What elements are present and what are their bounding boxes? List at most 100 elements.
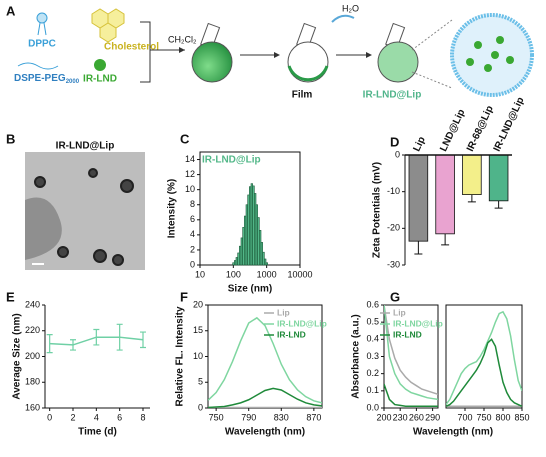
x-tick-label: 290 xyxy=(425,412,440,422)
y-tick-label: 0.6 xyxy=(366,299,379,309)
y-tick-label: 0 xyxy=(198,402,203,412)
label: 2000 xyxy=(66,79,80,85)
y-tick-label: 10 xyxy=(185,184,195,194)
error-bar xyxy=(70,339,76,351)
bar xyxy=(435,154,455,235)
bar xyxy=(462,154,482,195)
y-tick-label: 0.1 xyxy=(366,385,379,395)
x-tick-label: 0 xyxy=(47,412,52,422)
series-line xyxy=(208,387,322,408)
x-tick-label: 830 xyxy=(274,412,289,422)
label: Film xyxy=(292,90,313,101)
series-line xyxy=(384,305,438,395)
flask xyxy=(191,22,233,83)
panel-label: G xyxy=(390,289,400,304)
histogram-bar xyxy=(264,258,267,266)
panel-label: F xyxy=(180,289,188,304)
x-tick-label: 100 xyxy=(226,269,241,279)
x-tick-label: 4 xyxy=(94,412,99,422)
y-tick-label: 0.2 xyxy=(366,368,379,378)
label: IR-LND@Lip xyxy=(363,90,422,101)
y-tick-label: -10 xyxy=(387,186,400,196)
axis-frame xyxy=(44,305,150,409)
x-tick-label: 800 xyxy=(495,412,510,422)
x-axis-label: Time (d) xyxy=(78,427,117,438)
category-label: LND@Lip xyxy=(438,108,467,154)
y-tick-label: 220 xyxy=(25,325,40,335)
category-label: IR-68@Lip xyxy=(465,104,496,153)
y-tick-label: 10 xyxy=(193,351,203,361)
x-tick-label: 790 xyxy=(241,412,256,422)
error-bar xyxy=(140,331,146,349)
series-line xyxy=(446,310,522,406)
image-title: IR-LND@Lip xyxy=(56,141,115,152)
label: DSPE-PEG xyxy=(14,73,66,84)
lipid-tail xyxy=(37,22,47,36)
legend-label: Lip xyxy=(277,307,290,317)
legend-label: IR-LND xyxy=(277,329,306,339)
y-axis-label: Average Size (nm) xyxy=(12,313,23,399)
error-bar xyxy=(46,334,53,354)
y-tick-label: 6 xyxy=(190,214,195,224)
legend-label: Lip xyxy=(393,307,406,317)
y-axis-label: Intensity (%) xyxy=(167,179,178,238)
x-axis-label: Size (nm) xyxy=(228,284,272,295)
x-tick-label: 10000 xyxy=(287,269,312,279)
x-tick-label: 8 xyxy=(140,412,145,422)
x-tick-label: 700 xyxy=(457,412,472,422)
bar xyxy=(488,154,509,202)
y-tick-label: 14 xyxy=(185,154,195,164)
x-tick-label: 1000 xyxy=(257,269,277,279)
x-axis-label: Wavelength (nm) xyxy=(413,427,493,438)
x-tick-label: 750 xyxy=(476,412,491,422)
y-tick-label: 8 xyxy=(190,199,195,209)
y-tick-label: 15 xyxy=(193,325,203,335)
dye-icon xyxy=(94,59,106,71)
x-tick-label: 850 xyxy=(514,412,529,422)
liposome-dye xyxy=(466,36,514,72)
y-tick-label: 180 xyxy=(25,377,40,387)
y-axis-label: Absorbance (a.u.) xyxy=(351,314,362,398)
y-tick-label: 0.4 xyxy=(366,334,379,344)
series-line xyxy=(384,305,438,401)
y-tick-label: 4 xyxy=(190,229,195,239)
series-line xyxy=(446,338,522,407)
label: CH₂Cl₂ xyxy=(168,34,197,44)
water-arrow xyxy=(331,14,355,23)
error-bar xyxy=(441,233,450,246)
flask xyxy=(377,22,419,83)
x-tick-label: 230 xyxy=(393,412,408,422)
x-tick-label: 2 xyxy=(70,412,75,422)
legend-label: IR-LND@Lip xyxy=(393,318,443,328)
y-tick-label: -30 xyxy=(387,259,400,269)
panel-label: A xyxy=(6,3,16,18)
zoom-line xyxy=(411,19,453,89)
label: DSPE-PEG2000 xyxy=(14,73,80,85)
y-tick-label: 240 xyxy=(25,299,40,309)
error-bar xyxy=(414,241,423,255)
x-tick-label: 10 xyxy=(195,269,205,279)
lipid-head xyxy=(36,12,48,24)
y-tick-label: 160 xyxy=(25,402,40,412)
y-tick-label: 0.3 xyxy=(366,351,379,361)
error-bar xyxy=(467,194,476,203)
y-tick-label: 0.5 xyxy=(366,317,379,327)
y-tick-label: -20 xyxy=(387,223,400,233)
error-bar xyxy=(494,200,503,209)
x-tick-label: 6 xyxy=(117,412,122,422)
panel-label: D xyxy=(390,134,399,149)
legend-label: IR-LND@Lip xyxy=(277,318,327,328)
y-tick-label: 5 xyxy=(198,377,203,387)
category-label: Lip xyxy=(412,135,428,153)
category-label: IR-LND@Lip xyxy=(492,96,527,154)
histogram-bar xyxy=(262,251,265,266)
panel-label: B xyxy=(6,131,15,146)
error-bar xyxy=(116,323,123,351)
schematic: DPPC Cholesterol DSPE-PEG2000 IR-LND CH₂… xyxy=(14,3,534,101)
flask xyxy=(287,22,329,83)
x-tick-label: 200 xyxy=(376,412,391,422)
y-tick-label: 0.0 xyxy=(366,402,379,412)
bar xyxy=(408,154,429,242)
y-tick-label: 200 xyxy=(25,351,40,361)
chart-title: IR-LND@Lip xyxy=(202,155,261,166)
